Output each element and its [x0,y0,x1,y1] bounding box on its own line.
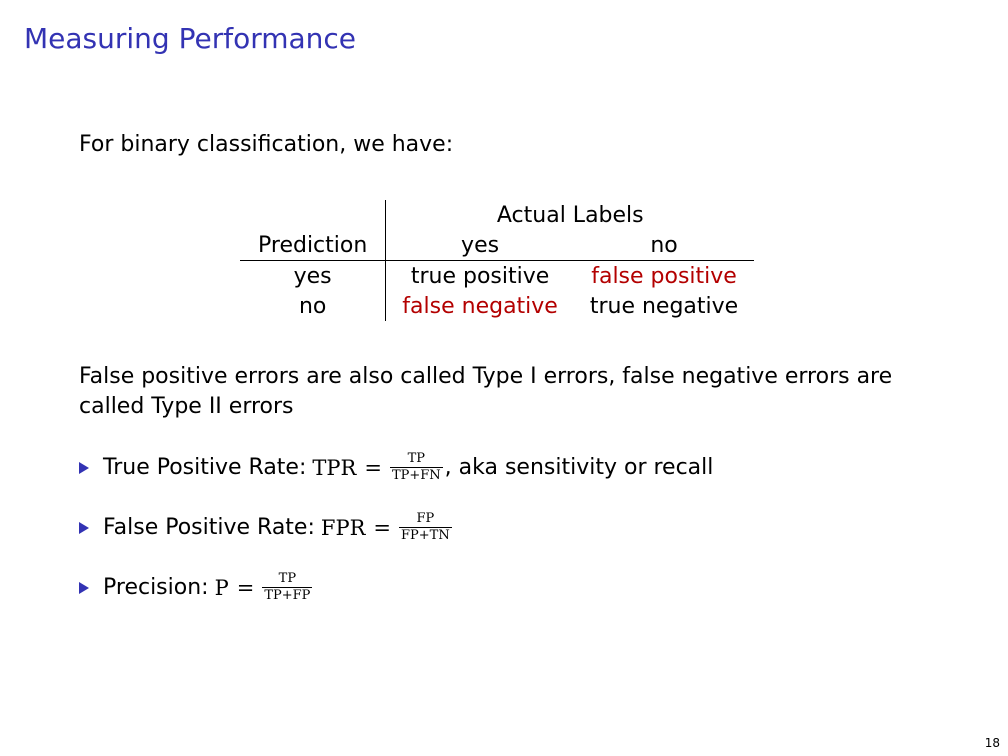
fraction-numerator: TP [278,571,297,586]
fraction-denominator: TP+FN [389,467,443,483]
type-errors-paragraph: False positive errors are also called Ty… [79,364,893,419]
matrix-row: no false negative true negative [240,291,754,321]
bullet-triangle-icon [79,521,89,534]
bullet-fpr: False Positive Rate: FPR = FP FP+TN [79,512,452,543]
bullet-precision: Precision: P = TP TP+FP [79,572,313,603]
intro-text: For binary classification, we have: [79,132,454,157]
confusion-matrix: Actual Labels Prediction yes no yes true… [240,200,755,321]
row-label-no: no [240,291,387,321]
cell-false-positive: false positive [591,263,737,289]
formula-fraction: FP FP+TN [399,512,452,543]
prediction-header: Prediction [240,230,387,261]
tpr-formula: TPR = TP TP+FN [312,451,443,483]
formula-lhs: TPR [312,455,357,480]
bullet-triangle-icon [79,461,89,474]
fpr-formula: FPR = FP FP+TN [321,512,452,543]
col-header-yes: yes [385,230,574,261]
cell-true-negative: true negative [589,293,739,319]
matrix-corner [240,200,387,230]
formula-fraction: TP TP+FP [262,571,313,603]
fraction-denominator: FP+TN [399,527,452,543]
bullet-tpr: True Positive Rate: TPR = TP TP+FN , aka… [79,452,713,483]
matrix-row: yes true positive false positive [240,260,754,291]
cell-false-negative: false negative [402,293,558,319]
formula-lhs: FPR [320,515,366,540]
fraction-numerator: TP [407,451,426,466]
slide-title: Measuring Performance [24,22,357,55]
bullet-triangle-icon [79,581,89,594]
row-label-yes: yes [240,260,387,291]
col-header-no: no [573,230,755,261]
bullet-suffix: , aka sensitivity or recall [444,455,714,480]
formula-equals: = [373,515,392,540]
actual-labels-header: Actual Labels [496,202,644,228]
formula-equals: = [236,575,255,600]
cell-true-positive: true positive [410,263,550,289]
page-number: 18 [984,736,1000,750]
bullet-label: True Positive Rate: [103,455,307,480]
formula-fraction: TP TP+FN [389,451,443,483]
formula-equals: = [364,455,382,480]
bullet-label: False Positive Rate: [103,515,315,540]
fraction-numerator: FP [416,511,435,526]
bullet-label: Precision: [103,575,209,600]
precision-formula: P = TP TP+FP [215,572,313,603]
formula-lhs: P [214,575,229,600]
fraction-denominator: TP+FP [262,587,313,603]
